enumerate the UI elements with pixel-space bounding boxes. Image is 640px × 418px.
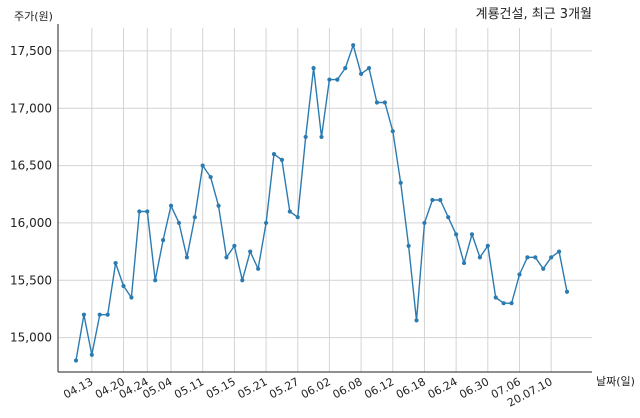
x-tick-label: 06.02 [299, 375, 333, 401]
data-point [493, 295, 498, 300]
data-point [271, 152, 277, 157]
data-point [216, 203, 221, 208]
x-tick-label: 05.21 [236, 375, 270, 401]
data-point [153, 278, 158, 283]
data-point [430, 197, 435, 203]
data-point [295, 215, 300, 220]
data-point [161, 238, 166, 243]
data-point [137, 209, 142, 214]
data-point [438, 197, 443, 203]
data-point [184, 255, 189, 260]
data-point [81, 312, 87, 317]
data-point [556, 249, 562, 254]
x-tick-label: 05.27 [267, 375, 301, 401]
y-tick-label: 15,000 [10, 331, 52, 345]
data-point [390, 129, 395, 134]
y-tick-label: 15,500 [10, 273, 52, 287]
data-point [422, 220, 427, 226]
x-tick-label: 06.30 [457, 375, 491, 401]
data-point [549, 255, 554, 260]
y-tick-label: 16,500 [10, 159, 52, 173]
data-point [97, 312, 102, 317]
y-tick-label: 17,000 [10, 101, 52, 115]
data-point [208, 174, 213, 180]
data-point [327, 77, 332, 82]
data-point [454, 232, 459, 237]
price-line [75, 44, 568, 361]
data-point [240, 278, 245, 283]
grid-lines [58, 28, 592, 372]
data-point [319, 134, 324, 140]
x-tick-label: 06.18 [394, 375, 428, 401]
data-point [446, 215, 451, 220]
data-point [509, 301, 514, 306]
x-tick-label: 04.13 [61, 375, 95, 401]
data-point [105, 312, 110, 317]
data-point [477, 255, 482, 260]
data-point [113, 260, 118, 266]
data-point [366, 66, 372, 71]
data-point [382, 100, 387, 105]
x-tick-label: 06.24 [426, 375, 460, 401]
data-point [287, 209, 292, 214]
data-point [73, 358, 79, 363]
data-point [192, 215, 197, 220]
x-tick-label: 06.12 [362, 375, 396, 401]
axes [57, 24, 592, 373]
y-tick-label: 17,500 [10, 44, 52, 58]
data-point [129, 295, 134, 300]
data-point [533, 255, 538, 260]
data-point [279, 157, 285, 162]
data-point [374, 100, 380, 105]
data-point [358, 71, 364, 76]
data-point [398, 180, 403, 185]
data-point [343, 66, 348, 71]
x-tick-label: 06.08 [331, 375, 365, 401]
data-point [121, 283, 126, 289]
data-point [469, 232, 475, 237]
data-point [406, 243, 411, 248]
x-axis-title: 날짜(일) [596, 374, 635, 388]
y-axis-title: 주가(원) [14, 10, 53, 23]
data-point [176, 220, 182, 226]
data-point [461, 260, 467, 266]
data-point [485, 243, 490, 248]
price-series [73, 43, 570, 363]
data-point [168, 203, 174, 208]
data-point [232, 243, 237, 248]
data-point [564, 289, 570, 294]
x-tick-label: 05.11 [172, 375, 206, 401]
data-point [351, 43, 356, 48]
data-point [145, 209, 150, 214]
y-tick-label: 16,000 [10, 216, 52, 230]
data-point [501, 301, 506, 306]
data-point [541, 266, 546, 271]
data-point [89, 352, 94, 357]
data-point [335, 77, 340, 82]
data-point [525, 255, 530, 260]
data-point [303, 134, 308, 140]
data-point [517, 272, 522, 277]
data-point [263, 220, 269, 226]
data-point [311, 66, 316, 71]
data-point [224, 255, 229, 260]
x-tick-label: 05.15 [204, 375, 238, 401]
data-point [256, 266, 261, 271]
data-point [248, 249, 253, 254]
data-point [200, 163, 205, 168]
data-point [414, 318, 419, 323]
chart-title: 계룡건설, 최근 3개월 [476, 7, 592, 22]
